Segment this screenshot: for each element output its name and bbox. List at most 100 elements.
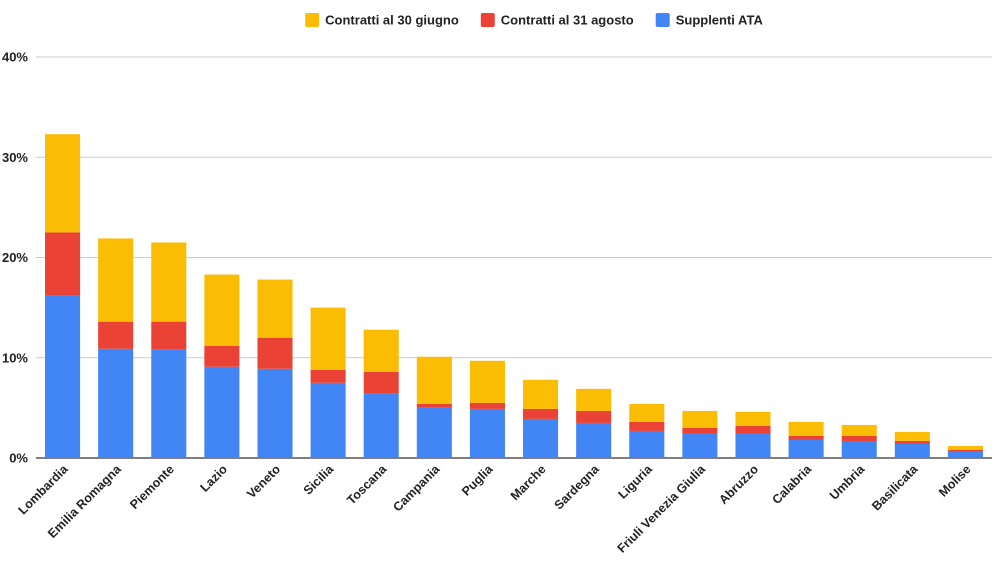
- bar-marche-contratti-al-30-giugno[interactable]: [523, 379, 559, 409]
- bar-basilicata-supplenti-ata[interactable]: [894, 443, 930, 458]
- y-tick-label-10: 10%: [2, 350, 28, 365]
- legend-label-supplenti-ata: Supplenti ATA: [676, 13, 764, 28]
- bar-group-calabria: [788, 421, 824, 458]
- x-tick-label-friuli-venezia-giulia: Friuli Venezia Giulia: [615, 461, 709, 555]
- legend-item-supplenti-ata[interactable]: Supplenti ATA: [655, 13, 764, 28]
- bar-veneto-contratti-al-30-giugno[interactable]: [257, 279, 293, 338]
- x-tick-label-basilicata: Basilicata: [869, 461, 921, 513]
- bar-lazio-contratti-al-31-agosto[interactable]: [204, 345, 240, 367]
- bar-marche-contratti-al-31-agosto[interactable]: [523, 408, 559, 419]
- bar-calabria-supplenti-ata[interactable]: [788, 439, 824, 458]
- bar-calabria-contratti-al-31-agosto[interactable]: [788, 435, 824, 440]
- bar-calabria-contratti-al-30-giugno[interactable]: [788, 421, 824, 436]
- y-tick-label-20: 20%: [2, 250, 28, 265]
- bar-lombardia-contratti-al-30-giugno[interactable]: [45, 134, 81, 233]
- y-tick-label-30: 30%: [2, 150, 28, 165]
- x-tick-label-sicilia: Sicilia: [301, 461, 337, 497]
- bar-lombardia-supplenti-ata[interactable]: [45, 295, 81, 458]
- bars: [45, 134, 983, 458]
- gridlines: [36, 56, 992, 459]
- x-tick-label-puglia: Puglia: [459, 461, 496, 498]
- bar-group-lombardia: [45, 134, 81, 458]
- bar-sicilia-supplenti-ata[interactable]: [310, 382, 346, 458]
- x-tick-label-piemonte: Piemonte: [127, 462, 177, 512]
- bar-puglia-contratti-al-30-giugno[interactable]: [469, 360, 505, 403]
- bar-sardegna-supplenti-ata[interactable]: [576, 422, 612, 458]
- bar-basilicata-contratti-al-31-agosto[interactable]: [894, 440, 930, 444]
- bar-liguria-supplenti-ata[interactable]: [629, 430, 665, 458]
- x-tick-label-abruzzo: Abruzzo: [716, 462, 761, 507]
- bar-friuli-venezia-giulia-contratti-al-31-agosto[interactable]: [682, 427, 718, 434]
- bar-marche-supplenti-ata[interactable]: [523, 418, 559, 458]
- legend-item-contratti-al-30-giugno[interactable]: Contratti al 30 giugno: [305, 13, 459, 28]
- bar-molise-contratti-al-30-giugno[interactable]: [947, 445, 983, 450]
- bar-friuli-venezia-giulia-supplenti-ata[interactable]: [682, 433, 718, 458]
- bar-abruzzo-contratti-al-30-giugno[interactable]: [735, 411, 771, 426]
- y-tick-label-0: 0%: [9, 451, 28, 466]
- bar-basilicata-contratti-al-30-giugno[interactable]: [894, 431, 930, 441]
- bar-toscana-contratti-al-31-agosto[interactable]: [363, 371, 399, 394]
- bar-piemonte-contratti-al-31-agosto[interactable]: [151, 321, 187, 350]
- bar-group-veneto: [257, 279, 293, 458]
- bar-group-friuli-venezia-giulia: [682, 410, 718, 458]
- bar-friuli-venezia-giulia-contratti-al-30-giugno[interactable]: [682, 410, 718, 428]
- legend-label-contratti-al-30-giugno: Contratti al 30 giugno: [325, 13, 459, 28]
- bar-umbria-contratti-al-31-agosto[interactable]: [841, 435, 877, 441]
- bar-group-marche: [523, 379, 559, 458]
- x-tick-label-veneto: Veneto: [244, 462, 283, 501]
- bar-lombardia-contratti-al-31-agosto[interactable]: [45, 232, 81, 296]
- y-tick-label-40: 40%: [2, 50, 28, 65]
- legend-swatch-contratti-al-30-giugno: [305, 13, 320, 27]
- bar-molise-contratti-al-31-agosto[interactable]: [947, 449, 983, 451]
- x-tick-label-toscana: Toscana: [344, 461, 390, 507]
- bar-emilia-romagna-supplenti-ata[interactable]: [98, 348, 134, 458]
- y-axis: 0% 10% 20% 30% 40%: [2, 50, 28, 466]
- legend-item-contratti-al-31-agosto[interactable]: Contratti al 31 agosto: [480, 13, 634, 28]
- x-tick-label-lombardia: Lombardia: [16, 461, 72, 517]
- bar-group-campania: [416, 356, 452, 458]
- bar-liguria-contratti-al-30-giugno[interactable]: [629, 403, 665, 422]
- bar-group-abruzzo: [735, 411, 771, 458]
- bar-group-emilia-romagna: [98, 238, 134, 458]
- bar-emilia-romagna-contratti-al-30-giugno[interactable]: [98, 238, 134, 322]
- bar-umbria-supplenti-ata[interactable]: [841, 440, 877, 458]
- bar-veneto-contratti-al-31-agosto[interactable]: [257, 337, 293, 369]
- bar-sicilia-contratti-al-30-giugno[interactable]: [310, 307, 346, 370]
- bar-liguria-contratti-al-31-agosto[interactable]: [629, 421, 665, 431]
- x-tick-label-molise: Molise: [936, 462, 973, 499]
- bar-sardegna-contratti-al-31-agosto[interactable]: [576, 410, 612, 423]
- bar-group-sardegna: [576, 388, 612, 458]
- bar-sardegna-contratti-al-30-giugno[interactable]: [576, 388, 612, 411]
- x-tick-label-liguria: Liguria: [616, 461, 656, 501]
- bar-campania-contratti-al-30-giugno[interactable]: [416, 356, 452, 404]
- legend-swatch-contratti-al-31-agosto: [480, 13, 495, 27]
- bar-abruzzo-supplenti-ata[interactable]: [735, 433, 771, 458]
- bar-campania-supplenti-ata[interactable]: [416, 407, 452, 458]
- bar-toscana-supplenti-ata[interactable]: [363, 393, 399, 458]
- bar-puglia-contratti-al-31-agosto[interactable]: [469, 402, 505, 409]
- bar-veneto-supplenti-ata[interactable]: [257, 368, 293, 458]
- bar-umbria-contratti-al-30-giugno[interactable]: [841, 424, 877, 436]
- legend: Contratti al 30 giugno Contratti al 31 ag…: [305, 13, 763, 28]
- bar-lazio-supplenti-ata[interactable]: [204, 366, 240, 458]
- bar-group-sicilia: [310, 307, 346, 458]
- bar-group-puglia: [469, 360, 505, 458]
- bar-molise-supplenti-ata[interactable]: [947, 450, 983, 458]
- legend-swatch-supplenti-ata: [655, 13, 670, 27]
- x-tick-label-umbria: Umbria: [827, 461, 868, 502]
- bar-piemonte-supplenti-ata[interactable]: [151, 349, 187, 458]
- bar-toscana-contratti-al-30-giugno[interactable]: [363, 329, 399, 372]
- bar-piemonte-contratti-al-30-giugno[interactable]: [151, 242, 187, 322]
- bar-puglia-supplenti-ata[interactable]: [469, 408, 505, 458]
- bar-emilia-romagna-contratti-al-31-agosto[interactable]: [98, 321, 134, 349]
- bar-lazio-contratti-al-30-giugno[interactable]: [204, 274, 240, 346]
- bar-campania-contratti-al-31-agosto[interactable]: [416, 403, 452, 408]
- x-tick-label-campania: Campania: [390, 461, 443, 514]
- bar-group-liguria: [629, 403, 665, 458]
- bar-abruzzo-contratti-al-31-agosto[interactable]: [735, 425, 771, 434]
- bar-sicilia-contratti-al-31-agosto[interactable]: [310, 369, 346, 383]
- x-tick-label-marche: Marche: [508, 462, 549, 503]
